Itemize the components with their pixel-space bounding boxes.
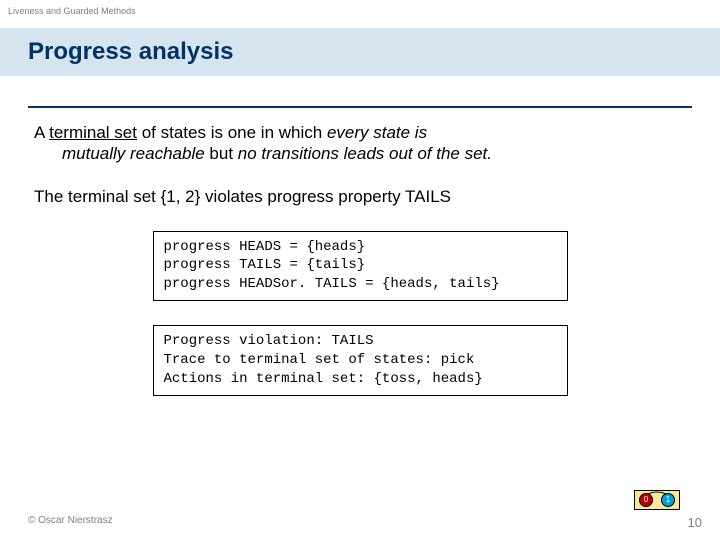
state-diagram-thumbnail: 0 1 — [634, 490, 680, 510]
content-area: A terminal set of states is one in which… — [0, 108, 720, 396]
title-bar: Progress analysis — [0, 28, 720, 76]
txt-mid2: but — [205, 144, 238, 163]
code-box-violation-output: Progress violation: TAILS Trace to termi… — [153, 325, 568, 396]
state-node-1: 1 — [661, 493, 675, 507]
code-box-progress-defs: progress HEADS = {heads} progress TAILS … — [153, 231, 568, 302]
state-node-0: 0 — [639, 493, 653, 507]
italic-2: mutually reachable — [62, 144, 205, 163]
txt-mid1: of states is one in which — [137, 123, 327, 142]
footer-copyright: © Oscar Nierstrasz — [28, 515, 113, 526]
page-title: Progress analysis — [28, 38, 720, 66]
violation-text: The terminal set {1, 2} violates progres… — [34, 187, 686, 207]
txt-pre: A — [34, 123, 49, 142]
term-terminal-set: terminal set — [49, 123, 137, 142]
page-number: 10 — [688, 515, 702, 530]
italic-1: every state is — [327, 123, 427, 142]
italic-3: no transitions leads out of the set. — [238, 144, 492, 163]
definition-text: A terminal set of states is one in which… — [34, 122, 686, 165]
page-topic: Liveness and Guarded Methods — [0, 0, 720, 16]
